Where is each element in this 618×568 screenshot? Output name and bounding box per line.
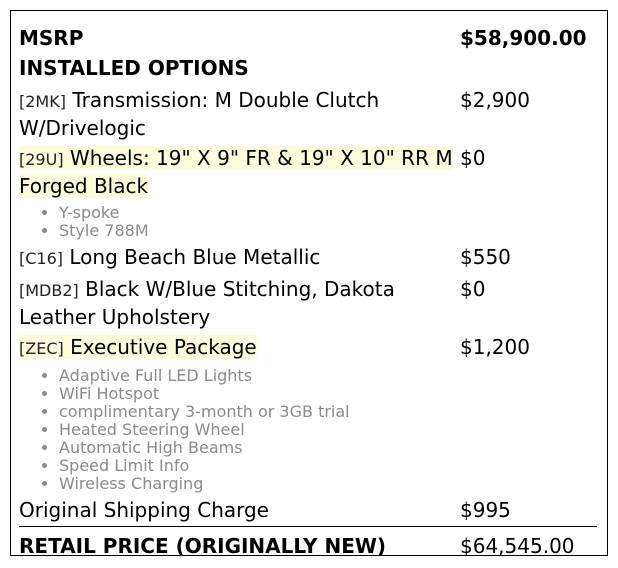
option-feature: Speed Limit Info	[59, 457, 599, 475]
option-feature: Style 788M	[59, 222, 599, 240]
option-feature: WiFi Hotspot	[59, 385, 599, 403]
option-feature: Heated Steering Wheel	[59, 421, 599, 439]
option-row: [ZEC] Executive Package $1,200	[19, 334, 599, 362]
option-features-list: Y-spokeStyle 788M	[19, 204, 599, 240]
option-code: [MDB2]	[19, 281, 79, 300]
option-name: Black W/Blue Stitching, Dakota Leather U…	[19, 277, 395, 329]
option-name: Transmission: M Double Clutch W/Drivelog…	[19, 88, 380, 140]
options-list: [2MK] Transmission: M Double Clutch W/Dr…	[19, 87, 599, 493]
option-price: $2,900	[460, 88, 530, 112]
option-price: $1,200	[460, 335, 530, 359]
option-code: [C16]	[19, 249, 64, 268]
total-row: RETAIL PRICE (ORIGINALLY NEW) $64,545.00	[19, 531, 599, 561]
option-row: [29U] Wheels: 19" X 9" FR & 19" X 10" RR…	[19, 145, 599, 199]
option-feature: complimentary 3-month or 3GB trial	[59, 403, 599, 421]
option-text: [ZEC] Executive Package	[19, 335, 257, 359]
total-price: $64,545.00	[460, 534, 575, 558]
option-price: $0	[460, 277, 486, 301]
option-code: [ZEC]	[19, 339, 64, 358]
msrp-label: MSRP	[19, 26, 84, 50]
option-row: [MDB2] Black W/Blue Stitching, Dakota Le…	[19, 276, 599, 330]
option-text: [29U] Wheels: 19" X 9" FR & 19" X 10" RR…	[19, 146, 453, 198]
option-row: [2MK] Transmission: M Double Clutch W/Dr…	[19, 87, 599, 141]
option-description: [29U] Wheels: 19" X 9" FR & 19" X 10" RR…	[19, 145, 460, 199]
shipping-row: Original Shipping Charge $995	[19, 497, 599, 523]
option-features-list: Adaptive Full LED LightsWiFi Hotspotcomp…	[19, 367, 599, 493]
option-description: [MDB2] Black W/Blue Stitching, Dakota Le…	[19, 276, 460, 330]
window-sticker-panel: MSRP $58,900.00 INSTALLED OPTIONS [2MK] …	[10, 10, 608, 558]
option-name: Executive Package	[70, 335, 257, 359]
option-text: [C16] Long Beach Blue Metallic	[19, 245, 320, 269]
option-description: [2MK] Transmission: M Double Clutch W/Dr…	[19, 87, 460, 141]
installed-options-heading: INSTALLED OPTIONS	[19, 56, 249, 80]
option-price: $550	[460, 245, 511, 269]
option-description: [ZEC] Executive Package	[19, 334, 460, 362]
option-code: [29U]	[19, 150, 64, 169]
installed-options-heading-row: INSTALLED OPTIONS	[19, 53, 599, 83]
total-label: RETAIL PRICE (ORIGINALLY NEW)	[19, 534, 387, 558]
option-text: [MDB2] Black W/Blue Stitching, Dakota Le…	[19, 277, 395, 329]
option-code: [2MK]	[19, 92, 66, 111]
option-feature: Adaptive Full LED Lights	[59, 367, 599, 385]
option-row: [C16] Long Beach Blue Metallic $550	[19, 244, 599, 272]
shipping-price: $995	[460, 498, 511, 522]
option-feature: Y-spoke	[59, 204, 599, 222]
shipping-label: Original Shipping Charge	[19, 498, 269, 522]
msrp-row: MSRP $58,900.00	[19, 23, 599, 53]
option-price: $0	[460, 146, 486, 170]
option-name: Wheels: 19" X 9" FR & 19" X 10" RR M For…	[19, 146, 453, 198]
option-feature: Automatic High Beams	[59, 439, 599, 457]
option-description: [C16] Long Beach Blue Metallic	[19, 244, 460, 272]
option-feature: Wireless Charging	[59, 475, 599, 493]
option-text: [2MK] Transmission: M Double Clutch W/Dr…	[19, 88, 379, 140]
total-divider	[19, 526, 597, 527]
option-name: Long Beach Blue Metallic	[69, 245, 321, 269]
msrp-price: $58,900.00	[460, 26, 587, 50]
